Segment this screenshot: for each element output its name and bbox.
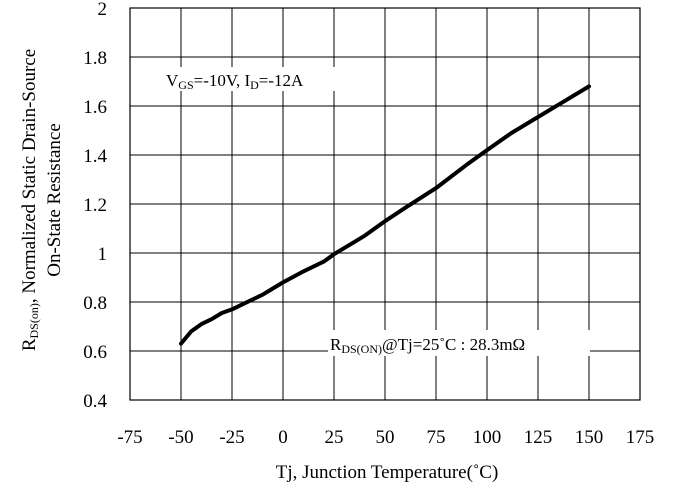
- y-tick-label: 1.4: [83, 146, 107, 167]
- x-tick-label: 50: [376, 427, 395, 448]
- x-tick-label: 125: [524, 427, 553, 448]
- svg-text:On-State Resistance: On-State Resistance: [44, 123, 65, 277]
- reference-annotation-bg: [328, 330, 590, 356]
- y-tick-label: 1.2: [83, 195, 107, 216]
- y-tick-label: 2: [98, 0, 108, 20]
- x-tick-label: 175: [626, 427, 655, 448]
- y-tick-label: 0.8: [83, 293, 107, 314]
- x-tick-label: 150: [575, 427, 604, 448]
- x-tick-labels: -75 -50 -25 0 25 50 75 100 125 150 175: [117, 427, 654, 448]
- y-axis-label: RDS(on), Normalized Static Drain-Source …: [19, 49, 65, 351]
- reference-annotation: RDS(ON)@Tj=25˚C : 28.3mΩ: [330, 335, 525, 356]
- y-tick-label: 1.6: [83, 97, 107, 118]
- conditions-annotation-bg: [164, 67, 354, 91]
- y-tick-label: 1.8: [83, 48, 107, 69]
- x-tick-label: 25: [325, 427, 344, 448]
- conditions-annotation: VGS=-10V, ID=-12A: [166, 71, 304, 92]
- x-tick-label: 75: [427, 427, 446, 448]
- x-tick-label: -75: [117, 427, 142, 448]
- x-tick-label: 100: [473, 427, 502, 448]
- svg-text:RDS(on), Normalized Static Dra: RDS(on), Normalized Static Drain-Source: [19, 49, 41, 351]
- grid: [130, 8, 640, 400]
- y-tick-label: 0.4: [83, 391, 107, 412]
- x-tick-label: 0: [278, 427, 288, 448]
- series-line: [179, 84, 591, 346]
- y-tick-label: 1: [98, 244, 108, 265]
- y-tick-labels: 0.4 0.6 0.8 1 1.2 1.4 1.6 1.8 2: [83, 0, 107, 412]
- x-axis-label: Tj, Junction Temperature(˚C): [276, 462, 499, 483]
- x-tick-label: -25: [219, 427, 244, 448]
- plot-frame: [129, 7, 641, 401]
- x-tick-label: -50: [168, 427, 193, 448]
- y-tick-label: 0.6: [83, 342, 107, 363]
